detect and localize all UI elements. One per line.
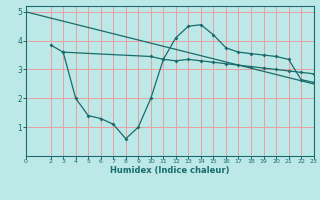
X-axis label: Humidex (Indice chaleur): Humidex (Indice chaleur)	[110, 166, 229, 175]
